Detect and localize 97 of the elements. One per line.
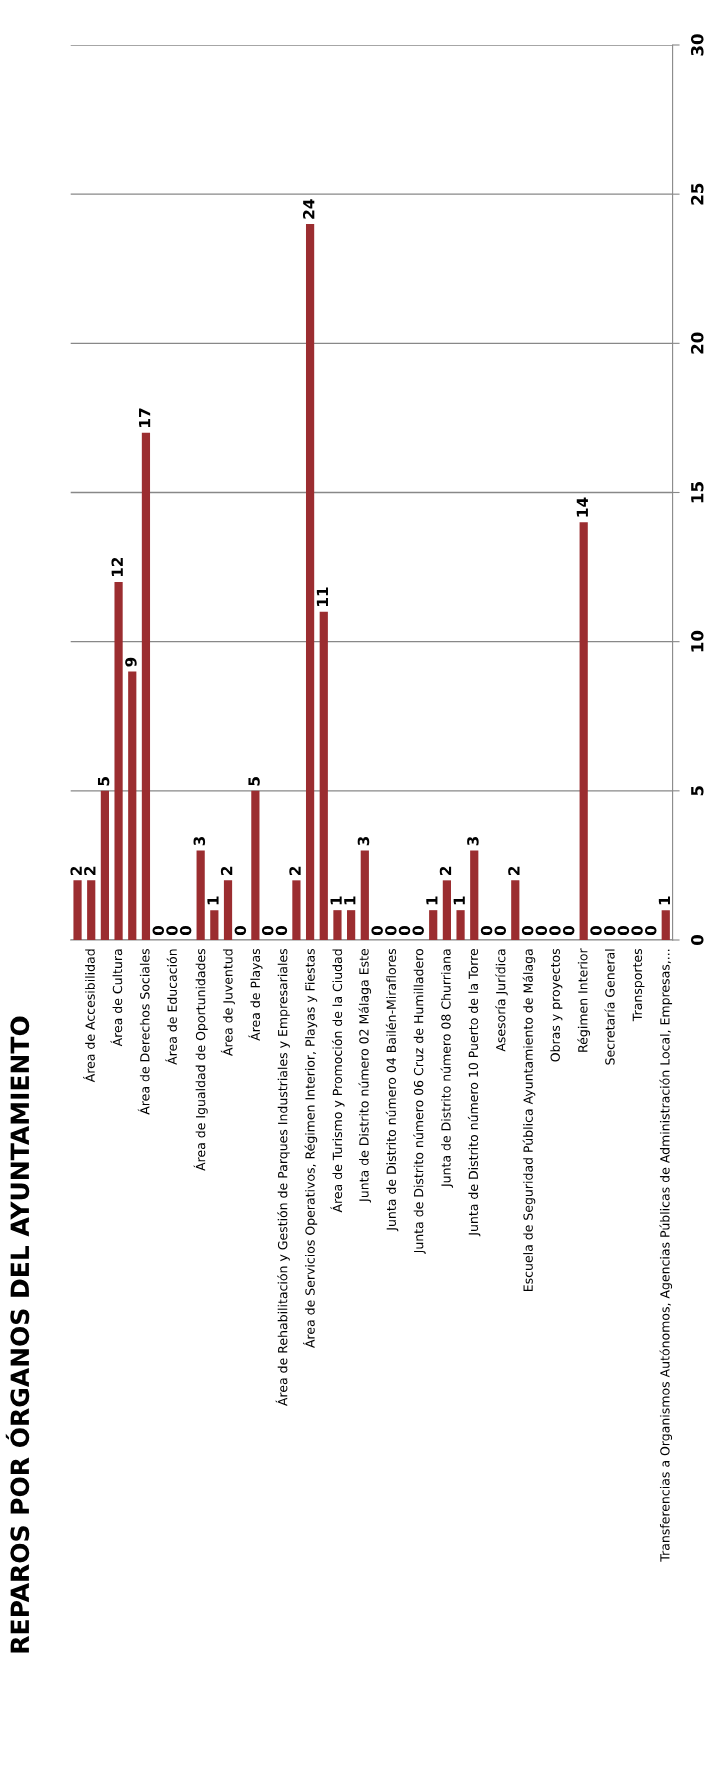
data-label: 0 xyxy=(631,925,643,936)
y-tick-label: 25 xyxy=(690,183,704,205)
x-tick-label: Asesoría Jurídica xyxy=(495,949,508,1052)
bar xyxy=(196,850,205,940)
x-tick-label: Junta de Distrito número 08 Churriana xyxy=(440,949,454,1188)
data-label: 0 xyxy=(234,925,247,936)
x-tick-label: Área de Accesibilidad xyxy=(83,949,95,1083)
data-label: 2 xyxy=(508,866,520,875)
data-label: 0 xyxy=(480,925,493,936)
data-label: 0 xyxy=(152,925,165,936)
x-tick-label: Área de Cultura xyxy=(110,949,123,1047)
bar xyxy=(333,910,342,940)
data-label: 12 xyxy=(111,557,123,577)
data-label: 0 xyxy=(617,925,630,936)
x-tick-label: Obras y proyectos xyxy=(550,948,563,1062)
data-label: 11 xyxy=(316,587,328,606)
data-label: 1 xyxy=(207,896,219,905)
data-label: 0 xyxy=(166,925,178,936)
data-label: 1 xyxy=(658,896,670,905)
bar xyxy=(292,880,301,940)
bar xyxy=(141,432,151,940)
data-label: 2 xyxy=(220,866,233,875)
bar xyxy=(210,910,219,940)
data-label: 0 xyxy=(590,925,602,936)
data-label: 5 xyxy=(97,777,110,786)
data-label: 0 xyxy=(179,925,192,936)
x-tick-label: Área de Rehabilitación y Gestión de Parques Industriales y Empresariales xyxy=(275,948,290,1406)
x-tick-label: Área de Servicios Operativos, Régimen Interior, Playas y Fiestas xyxy=(303,948,318,1348)
data-label: 0 xyxy=(549,925,561,936)
y-tick-label: 30 xyxy=(690,34,704,56)
data-label: 2 xyxy=(439,866,452,875)
data-label: 3 xyxy=(357,836,370,846)
x-tick-label: Junta de Distrito número 06 Cruz de Humilladero xyxy=(413,949,426,1254)
bar xyxy=(511,880,520,940)
data-label: 0 xyxy=(644,925,657,936)
bar xyxy=(456,910,465,940)
y-tick-label: 20 xyxy=(690,332,704,354)
data-label: 3 xyxy=(193,836,206,846)
data-label: 3 xyxy=(467,836,479,846)
x-tick-label: Transferencias a Organismos Autónomos, Agencias Públicas de Administración Local, Empresas,... xyxy=(659,949,673,1562)
x-tick-label: Área de Turismo y Promoción de la Ciudad xyxy=(330,949,345,1213)
bar xyxy=(223,880,233,940)
x-tick-label: Área de Educación xyxy=(165,949,177,1065)
bar xyxy=(579,522,588,940)
bar xyxy=(442,880,451,940)
data-label: 1 xyxy=(330,896,342,905)
bar xyxy=(470,850,479,940)
data-label: 0 xyxy=(535,925,548,936)
bar xyxy=(128,671,137,940)
data-label: 0 xyxy=(494,925,507,936)
x-tick-label: Área de Igualdad de Oportunidades xyxy=(193,948,208,1171)
data-label: 0 xyxy=(562,925,575,936)
data-label: 1 xyxy=(426,896,438,905)
bar xyxy=(251,790,260,940)
data-label: 1 xyxy=(453,896,465,905)
data-label: 2 xyxy=(289,866,301,875)
bar xyxy=(347,910,356,940)
data-label: 14 xyxy=(576,497,588,517)
x-tick-label: Junta de Distrito número 04 Bailén-Miraflores xyxy=(385,948,399,1232)
bar xyxy=(87,880,96,940)
data-label: 0 xyxy=(261,925,274,936)
x-tick-label: Régimen Interior xyxy=(577,948,590,1052)
data-label: 5 xyxy=(248,777,260,786)
bar xyxy=(429,910,438,940)
y-tick-label: 15 xyxy=(691,482,704,503)
data-label: 0 xyxy=(371,925,383,936)
x-tick-label: Junta de Distrito número 02 Málaga Este xyxy=(358,948,372,1203)
data-label: 0 xyxy=(521,925,534,936)
bar xyxy=(661,910,670,940)
data-label: 1 xyxy=(344,896,356,905)
data-label: 17 xyxy=(139,408,151,427)
bar xyxy=(100,790,109,940)
data-label: 0 xyxy=(398,925,411,936)
data-label: 24 xyxy=(302,199,315,219)
data-label: 2 xyxy=(70,866,82,875)
bar xyxy=(360,850,369,940)
bar xyxy=(114,582,123,940)
data-label: 9 xyxy=(125,657,137,667)
x-tick-label: Área de Derechos Sociales xyxy=(137,948,150,1115)
x-tick-label: Área de Playas xyxy=(248,948,263,1041)
x-tick-label: Escuela de Seguridad Pública Ayuntamiento de Málaga xyxy=(522,949,536,1291)
y-tick-label: 0 xyxy=(690,935,704,945)
bar xyxy=(305,224,315,940)
x-tick-label: Transportes xyxy=(632,948,645,1022)
y-tick-label: 5 xyxy=(691,786,704,796)
data-label: 0 xyxy=(603,925,616,936)
data-label: 0 xyxy=(412,925,424,936)
x-tick-label: Junta de Distrito número 10 Puerto de la Torre xyxy=(467,948,481,1237)
text: REPAROS POR ÓRGANOS DEL AYUNTAMIENTO xyxy=(5,1016,30,1653)
data-label: 0 xyxy=(385,925,397,936)
data-label: 2 xyxy=(84,866,96,875)
y-tick-label: 10 xyxy=(690,630,704,652)
bar xyxy=(319,611,328,940)
x-tick-label: Secretaría General xyxy=(604,949,615,1065)
bar xyxy=(73,880,82,940)
data-label: 0 xyxy=(275,925,288,936)
x-tick-label: Área de Juventud xyxy=(220,949,235,1056)
